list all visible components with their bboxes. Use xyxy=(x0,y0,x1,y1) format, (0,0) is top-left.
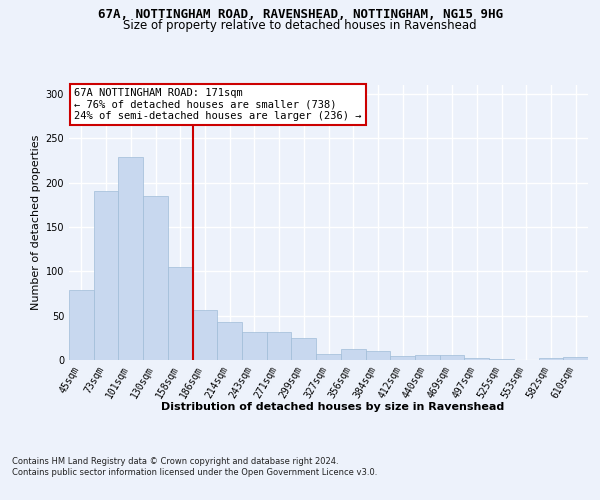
Bar xyxy=(440,354,464,360)
Y-axis label: Number of detached properties: Number of detached properties xyxy=(31,135,41,310)
Bar xyxy=(217,322,242,360)
Bar xyxy=(489,359,514,360)
Bar xyxy=(365,351,390,360)
Text: Distribution of detached houses by size in Ravenshead: Distribution of detached houses by size … xyxy=(161,402,505,412)
Bar xyxy=(539,358,563,360)
Bar xyxy=(390,356,415,360)
Bar xyxy=(69,290,94,360)
Bar xyxy=(242,332,267,360)
Bar xyxy=(118,157,143,360)
Bar xyxy=(94,192,118,360)
Bar xyxy=(292,338,316,360)
Text: Contains HM Land Registry data © Crown copyright and database right 2024.
Contai: Contains HM Land Registry data © Crown c… xyxy=(12,458,377,477)
Bar xyxy=(143,196,168,360)
Bar xyxy=(267,332,292,360)
Text: Size of property relative to detached houses in Ravenshead: Size of property relative to detached ho… xyxy=(123,19,477,32)
Bar xyxy=(316,354,341,360)
Bar xyxy=(563,358,588,360)
Bar xyxy=(168,267,193,360)
Text: 67A, NOTTINGHAM ROAD, RAVENSHEAD, NOTTINGHAM, NG15 9HG: 67A, NOTTINGHAM ROAD, RAVENSHEAD, NOTTIN… xyxy=(97,8,503,20)
Bar xyxy=(193,310,217,360)
Text: 67A NOTTINGHAM ROAD: 171sqm
← 76% of detached houses are smaller (738)
24% of se: 67A NOTTINGHAM ROAD: 171sqm ← 76% of det… xyxy=(74,88,362,121)
Bar xyxy=(341,350,365,360)
Bar xyxy=(464,358,489,360)
Bar xyxy=(415,354,440,360)
